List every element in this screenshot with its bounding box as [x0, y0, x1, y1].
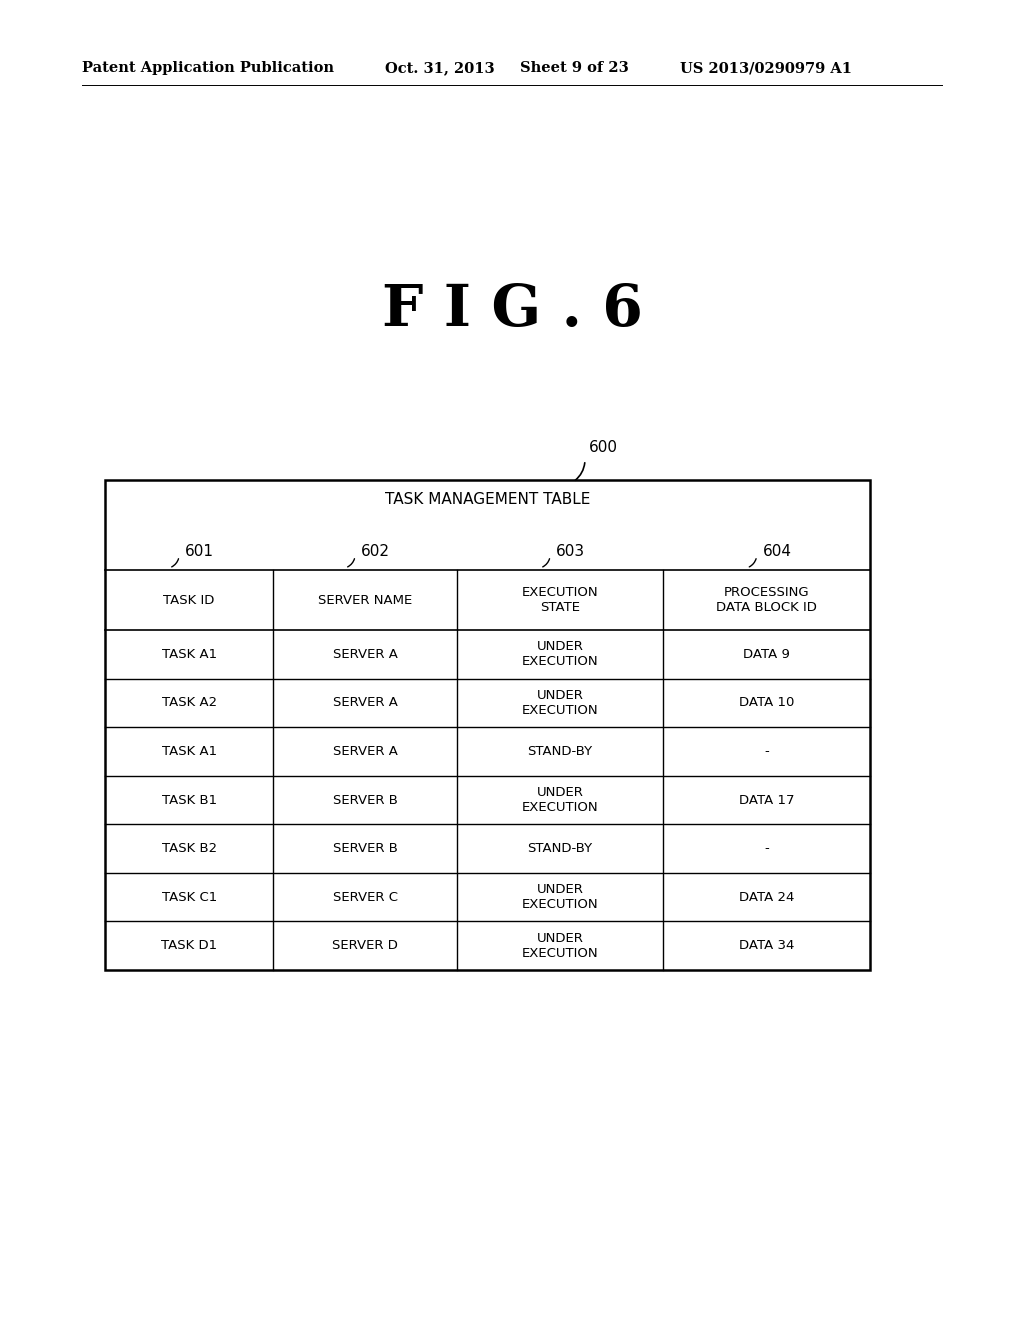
Text: STAND-BY: STAND-BY: [527, 842, 593, 855]
Text: TASK B2: TASK B2: [162, 842, 217, 855]
Text: SERVER D: SERVER D: [332, 940, 398, 952]
Text: 603: 603: [556, 544, 586, 560]
Text: -: -: [764, 842, 769, 855]
Text: SERVER C: SERVER C: [333, 891, 397, 904]
Text: UNDER
EXECUTION: UNDER EXECUTION: [522, 932, 598, 960]
Text: F I G . 6: F I G . 6: [382, 282, 642, 338]
Text: UNDER
EXECUTION: UNDER EXECUTION: [522, 640, 598, 668]
Text: SERVER A: SERVER A: [333, 697, 397, 709]
Text: Patent Application Publication: Patent Application Publication: [82, 61, 334, 75]
Text: DATA 34: DATA 34: [739, 940, 795, 952]
Text: SERVER B: SERVER B: [333, 793, 397, 807]
Text: UNDER
EXECUTION: UNDER EXECUTION: [522, 883, 598, 911]
Text: EXECUTION
STATE: EXECUTION STATE: [522, 586, 598, 614]
Bar: [105, 480, 870, 970]
Text: PROCESSING
DATA BLOCK ID: PROCESSING DATA BLOCK ID: [716, 586, 817, 614]
Text: TASK A1: TASK A1: [162, 744, 217, 758]
Text: SERVER A: SERVER A: [333, 744, 397, 758]
Text: 600: 600: [589, 440, 618, 454]
Text: Oct. 31, 2013: Oct. 31, 2013: [385, 61, 495, 75]
Text: SERVER A: SERVER A: [333, 648, 397, 661]
Text: 602: 602: [361, 544, 390, 560]
Text: DATA 10: DATA 10: [739, 697, 795, 709]
Text: US 2013/0290979 A1: US 2013/0290979 A1: [680, 61, 852, 75]
Text: DATA 9: DATA 9: [743, 648, 791, 661]
Text: 601: 601: [185, 544, 214, 560]
Text: TASK C1: TASK C1: [162, 891, 217, 904]
Text: UNDER
EXECUTION: UNDER EXECUTION: [522, 689, 598, 717]
Text: STAND-BY: STAND-BY: [527, 744, 593, 758]
Text: Sheet 9 of 23: Sheet 9 of 23: [520, 61, 629, 75]
Text: TASK A2: TASK A2: [162, 697, 217, 709]
Text: UNDER
EXECUTION: UNDER EXECUTION: [522, 785, 598, 814]
Text: TASK ID: TASK ID: [164, 594, 215, 606]
Text: DATA 17: DATA 17: [739, 793, 795, 807]
Text: 604: 604: [763, 544, 792, 560]
Text: TASK D1: TASK D1: [161, 940, 217, 952]
Text: TASK B1: TASK B1: [162, 793, 217, 807]
Text: SERVER B: SERVER B: [333, 842, 397, 855]
Text: -: -: [764, 744, 769, 758]
Text: TASK MANAGEMENT TABLE: TASK MANAGEMENT TABLE: [385, 491, 590, 507]
Text: SERVER NAME: SERVER NAME: [318, 594, 413, 606]
Text: DATA 24: DATA 24: [739, 891, 795, 904]
Text: TASK A1: TASK A1: [162, 648, 217, 661]
